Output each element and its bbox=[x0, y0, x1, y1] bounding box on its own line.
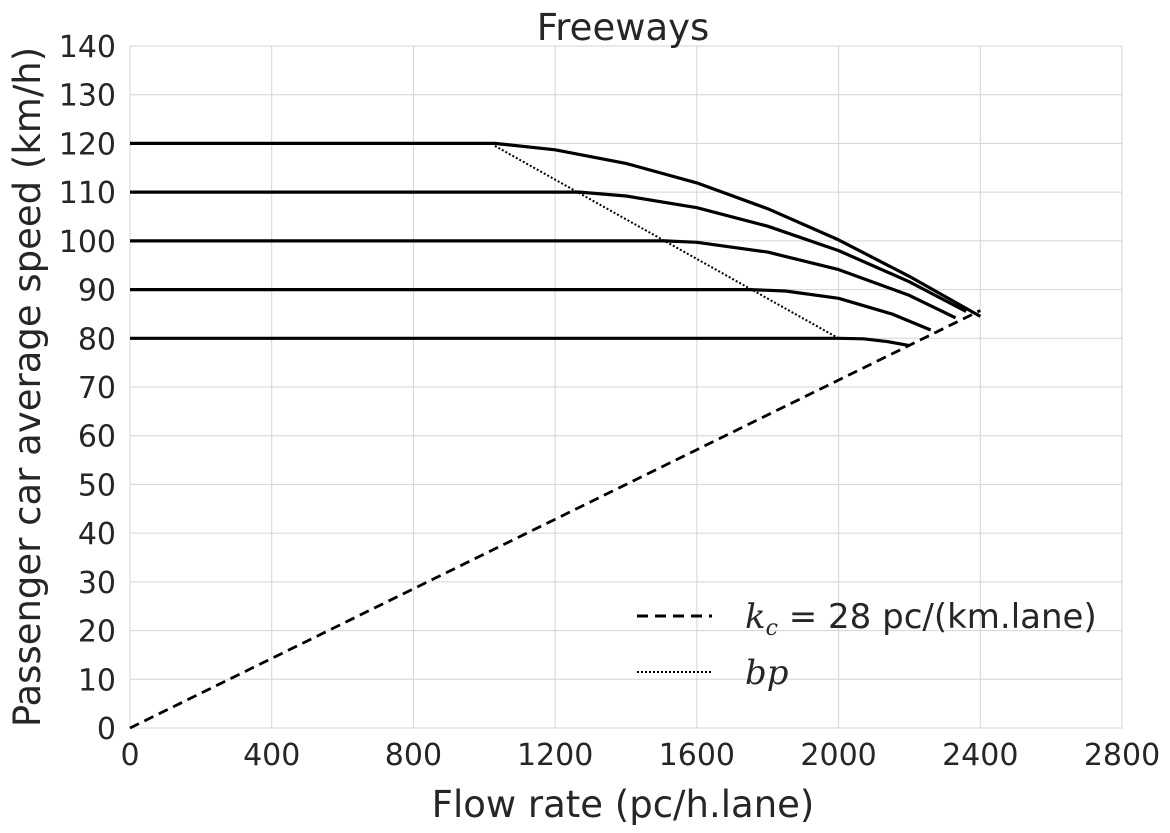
legend-kc-text: = 28 pc/(km.lane) bbox=[778, 597, 1097, 637]
legend-kc-subscript: c bbox=[766, 616, 778, 641]
x-tick-label: 800 bbox=[385, 738, 442, 773]
x-tick-label: 2000 bbox=[800, 738, 876, 773]
x-tick-labels: 0 400 800 1200 1600 2000 2400 2800 bbox=[120, 738, 1160, 773]
y-tick-label: 50 bbox=[78, 468, 116, 503]
capacity-density-line bbox=[129, 309, 981, 730]
y-tick-label: 110 bbox=[59, 176, 116, 211]
legend: kc = 28 pc/(km.lane) bp bbox=[637, 597, 1097, 693]
x-tick-label: 1200 bbox=[517, 738, 593, 773]
speed-flow-curve-90 bbox=[130, 288, 932, 332]
x-tick-label: 1600 bbox=[659, 738, 735, 773]
x-tick-label: 2400 bbox=[942, 738, 1018, 773]
y-tick-label: 100 bbox=[59, 225, 116, 260]
y-tick-label: 120 bbox=[59, 127, 116, 162]
speed-flow-curve-110 bbox=[130, 190, 967, 313]
legend-kc-symbol: k bbox=[745, 597, 766, 637]
y-tick-label: 20 bbox=[78, 615, 116, 650]
y-axis-title: Passenger car average speed (km/h) bbox=[6, 47, 49, 727]
y-tick-label: 140 bbox=[59, 30, 116, 65]
x-tick-label: 2800 bbox=[1084, 738, 1160, 773]
legend-label-kc: kc = 28 pc/(km.lane) bbox=[745, 597, 1097, 641]
y-tick-label: 70 bbox=[78, 371, 116, 406]
y-tick-label: 10 bbox=[78, 663, 116, 698]
y-tick-label: 30 bbox=[78, 566, 116, 601]
series-group bbox=[129, 141, 982, 730]
x-tick-label: 0 bbox=[120, 738, 139, 773]
x-axis-title: Flow rate (pc/h.lane) bbox=[432, 783, 815, 826]
legend-label-bp: bp bbox=[745, 653, 789, 693]
speed-flow-curve-100 bbox=[130, 239, 957, 320]
speed-flow-curve-120 bbox=[130, 141, 982, 318]
y-tick-label: 80 bbox=[78, 322, 116, 357]
breakpoint-line bbox=[494, 145, 840, 340]
y-tick-label: 40 bbox=[78, 517, 116, 552]
chart-title: Freeways bbox=[537, 6, 710, 49]
y-tick-label: 130 bbox=[59, 79, 116, 114]
y-tick-label: 90 bbox=[78, 274, 116, 309]
y-tick-labels: 0 10 20 30 40 50 60 70 80 90 100 110 120 130 140 bbox=[59, 30, 116, 747]
y-tick-label: 60 bbox=[78, 420, 116, 455]
x-tick-label: 400 bbox=[243, 738, 300, 773]
y-tick-label: 0 bbox=[97, 712, 116, 747]
speed-flow-curve-80 bbox=[130, 336, 910, 348]
